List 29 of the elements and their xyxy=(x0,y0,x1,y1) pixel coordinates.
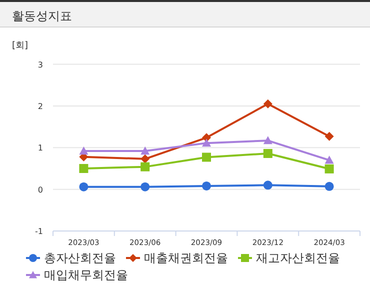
point xyxy=(140,182,150,192)
point xyxy=(79,146,88,155)
legend-label: 총자산회전율 xyxy=(44,251,116,265)
y-tick-label: 0 xyxy=(38,185,43,194)
point xyxy=(263,99,272,108)
point xyxy=(79,182,88,192)
point xyxy=(140,162,150,172)
point xyxy=(263,148,272,158)
point xyxy=(202,152,211,162)
point xyxy=(79,164,88,173)
point xyxy=(324,182,334,191)
point xyxy=(324,164,334,174)
legend-label: 매입채무회전율 xyxy=(44,268,128,282)
point xyxy=(202,181,211,190)
y-axis-title: [회] xyxy=(12,41,28,51)
y-tick-label: 3 xyxy=(38,60,43,70)
legend-label: 재고자산회전율 xyxy=(256,251,340,265)
point xyxy=(263,180,272,190)
point xyxy=(324,156,334,164)
legend-label: 매출채권회전율 xyxy=(144,251,228,265)
point xyxy=(140,146,150,155)
point xyxy=(263,136,272,144)
y-tick-label: 2 xyxy=(38,102,43,111)
y-tick-label: 1 xyxy=(38,144,43,153)
chart-title: 활동성지표 xyxy=(12,9,72,23)
point xyxy=(324,132,334,141)
point xyxy=(202,138,211,147)
point xyxy=(140,154,150,164)
y-tick-label: -1 xyxy=(35,227,43,236)
